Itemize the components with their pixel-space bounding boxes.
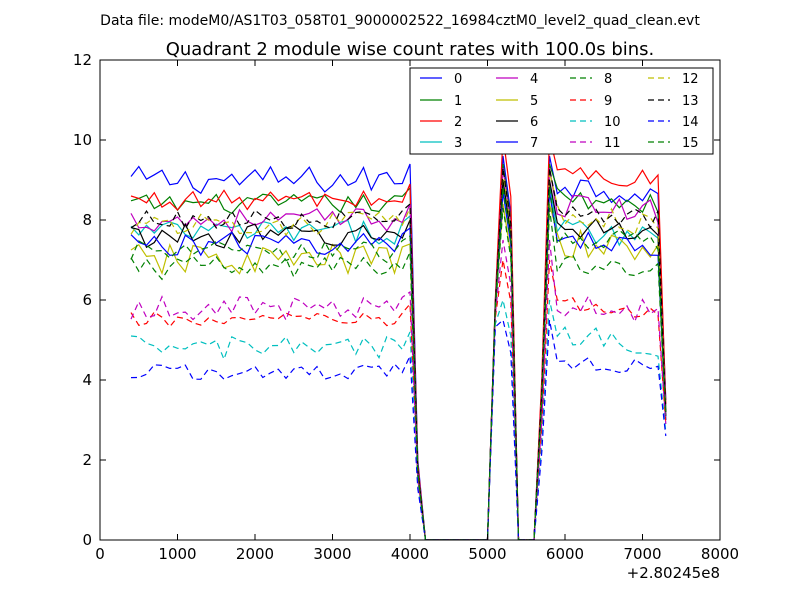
x-tick-label: 7000 — [623, 545, 661, 563]
x-tick-label: 6000 — [546, 545, 584, 563]
series-layer — [130, 135, 667, 540]
legend-label: 14 — [682, 115, 699, 130]
legend-label: 7 — [530, 136, 538, 151]
series-line-0 — [130, 155, 667, 540]
series-line-1 — [130, 163, 667, 540]
y-tick-label: 2 — [82, 451, 92, 469]
legend-label: 13 — [682, 94, 699, 109]
series-line-3 — [130, 183, 667, 540]
series-line-2 — [130, 135, 667, 540]
legend-label: 0 — [454, 72, 462, 87]
legend-label: 8 — [604, 72, 612, 87]
legend-label: 2 — [454, 115, 462, 130]
series-line-10 — [130, 297, 667, 540]
legend-label: 3 — [454, 136, 462, 151]
legend-label: 4 — [530, 72, 538, 87]
y-tick-label: 10 — [73, 131, 92, 149]
series-line-4 — [130, 167, 667, 540]
y-tick-label: 0 — [82, 531, 92, 549]
x-tick-label: 0 — [95, 545, 105, 563]
legend-label: 9 — [604, 94, 612, 109]
legend-label: 5 — [530, 94, 538, 109]
legend-label: 11 — [604, 136, 621, 151]
y-tick-label: 6 — [82, 291, 92, 309]
legend-label: 15 — [682, 136, 699, 151]
series-line-13 — [130, 167, 667, 540]
x-offset-label: +2.80245e8 — [627, 564, 720, 582]
series-line-15 — [130, 187, 667, 540]
chart-suptitle: Data file: modeM0/AS1T03_058T01_90000025… — [100, 13, 700, 29]
x-tick-label: 5000 — [468, 545, 506, 563]
x-tick-label: 1000 — [158, 545, 196, 563]
y-tick-label: 12 — [73, 51, 92, 69]
x-tick-label: 2000 — [236, 545, 274, 563]
legend-frame — [409, 67, 714, 155]
series-line-5 — [130, 203, 667, 540]
legend-label: 12 — [682, 72, 699, 87]
chart-title: Quadrant 2 module wise count rates with … — [166, 39, 655, 60]
x-tick-label: 8000 — [701, 545, 739, 563]
x-tick-label: 3000 — [313, 545, 351, 563]
series-line-7 — [130, 191, 667, 540]
legend-label: 6 — [530, 115, 538, 130]
series-line-11 — [130, 239, 667, 540]
series-line-6 — [130, 179, 667, 540]
series-line-14 — [130, 318, 667, 540]
legend-label: 10 — [604, 115, 621, 130]
x-axis: 0 1000 2000 3000 4000 5000 6000 7000 8000 — [95, 60, 739, 563]
y-tick-label: 4 — [82, 371, 92, 389]
legend-label: 1 — [454, 94, 462, 109]
series-line-8 — [130, 207, 667, 540]
series-line-12 — [130, 171, 667, 540]
y-tick-label: 8 — [82, 211, 92, 229]
x-tick-label: 4000 — [391, 545, 429, 563]
